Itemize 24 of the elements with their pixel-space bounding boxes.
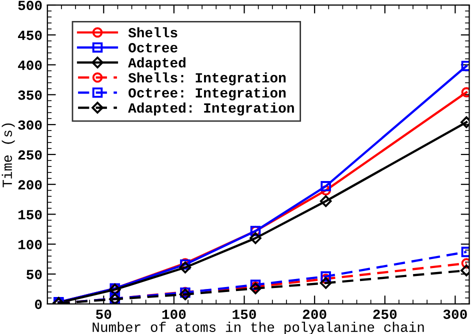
y-axis-title: Time (s) bbox=[2, 123, 15, 188]
y-tick-label: 300 bbox=[18, 120, 42, 130]
y-tick-label: 200 bbox=[18, 180, 42, 190]
legend-label: Adapted: Integration bbox=[128, 102, 294, 116]
y-tick-label: 350 bbox=[18, 90, 42, 100]
y-tick-label: 250 bbox=[18, 150, 42, 160]
y-tick-label: 400 bbox=[18, 60, 42, 70]
x-tick-label: 50 bbox=[96, 310, 112, 320]
y-tick-label: 500 bbox=[18, 0, 42, 10]
y-tick-label: 450 bbox=[18, 30, 42, 40]
x-tick-label: 250 bbox=[373, 310, 397, 320]
legend-label: Octree bbox=[128, 43, 178, 52]
y-tick-label: 100 bbox=[18, 240, 42, 250]
legend-label: Shells bbox=[128, 27, 178, 38]
x-tick-label: 100 bbox=[162, 310, 186, 320]
y-tick-label: 0 bbox=[35, 300, 42, 310]
y-tick-label: 50 bbox=[26, 270, 42, 280]
x-tick-label: 300 bbox=[443, 310, 467, 320]
y-tick-label: 150 bbox=[18, 210, 42, 220]
legend-label: Octree: Integration bbox=[128, 87, 286, 100]
legend-label: Adapted bbox=[128, 57, 186, 70]
x-tick-label: 150 bbox=[232, 310, 256, 320]
x-tick-label: 200 bbox=[302, 310, 326, 320]
legend-label: Shells: Integration bbox=[128, 72, 286, 86]
